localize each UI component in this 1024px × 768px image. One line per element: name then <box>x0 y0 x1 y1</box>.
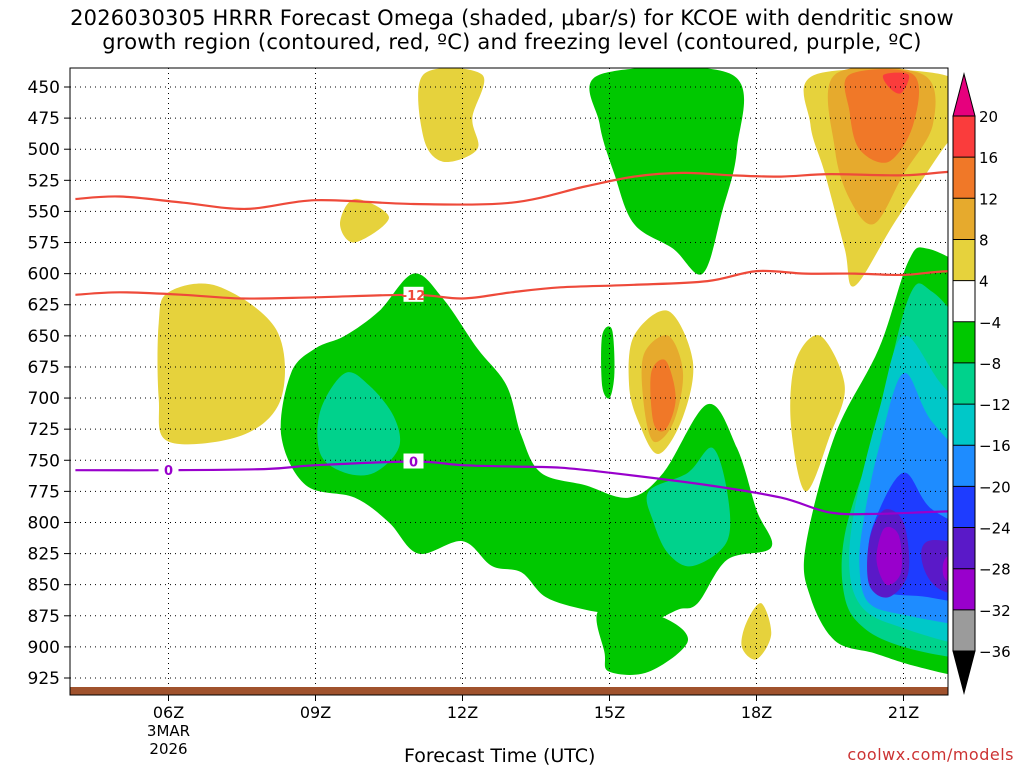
chart-title: 2026030305 HRRR Forecast Omega (shaded, … <box>0 6 1024 54</box>
y-tick-label: 525 <box>28 171 60 191</box>
y-tick-label: 875 <box>28 607 60 627</box>
credit-link[interactable]: coolwx.com/models <box>847 745 1014 764</box>
colorbar-band <box>953 527 975 570</box>
colorbar-label: −32 <box>979 602 1011 620</box>
colorbar-band <box>953 280 975 323</box>
contour-label-bg <box>403 453 424 469</box>
y-tick-label: 600 <box>28 265 60 285</box>
omega-region-neg4 <box>596 607 689 675</box>
colorbar-over-arrow <box>952 72 976 117</box>
colorbar-band <box>953 404 975 446</box>
omega-region-neg4 <box>280 273 773 623</box>
colorbar-band <box>953 198 975 240</box>
contour-label: -12 <box>402 289 426 304</box>
omega-region-neg8 <box>317 372 401 476</box>
omega-region-pos12 <box>650 359 676 432</box>
omega-region-neg4 <box>589 68 745 275</box>
chart-title-line1: 2026030305 HRRR Forecast Omega (shaded, … <box>70 6 954 30</box>
y-tick-label: 450 <box>28 78 60 98</box>
colorbar-band <box>953 609 975 652</box>
x-tick-label: 21Z <box>888 703 919 722</box>
x-tick-label: 12Z <box>447 703 478 722</box>
contour-label-bg <box>403 286 424 302</box>
dgz-contour <box>75 269 948 300</box>
y-tick-label: 850 <box>28 576 60 596</box>
contour-label-bg <box>158 462 179 478</box>
y-tick-label: 550 <box>28 202 60 222</box>
x-tick-label: 15Z <box>594 703 625 722</box>
colorbar-band <box>953 321 975 364</box>
y-tick-label: 475 <box>28 109 60 129</box>
colorbar-band <box>953 239 975 282</box>
x-tick-label: 09Z <box>300 703 331 722</box>
omega-region-pos4 <box>741 603 772 660</box>
y-tick-label: 925 <box>28 669 60 689</box>
y-tick-label: 650 <box>28 327 60 347</box>
x-tick-date: 3MAR <box>147 722 190 740</box>
colorbar-band <box>953 362 975 405</box>
contour-label: 0 <box>164 464 173 479</box>
colorbar-label: −8 <box>979 355 1001 373</box>
x-tick-year: 2026 <box>149 740 187 758</box>
colorbar-label: −16 <box>979 437 1011 455</box>
omega-region-neg24 <box>921 540 948 593</box>
y-tick-label: 725 <box>28 420 60 440</box>
colorbar-label: 4 <box>979 273 989 291</box>
colorbar-label: −28 <box>979 561 1011 579</box>
x-tick-label: 18Z <box>741 703 772 722</box>
colorbar-label: 12 <box>979 190 998 208</box>
omega-region-neg4 <box>601 326 615 399</box>
colorbar-under-arrow <box>952 650 976 695</box>
colorbar-label: −24 <box>979 520 1011 538</box>
omega-region-pos4 <box>340 198 389 243</box>
plot-frame <box>69 67 949 696</box>
colorbar-label: 20 <box>979 108 998 126</box>
omega-region-pos4 <box>790 335 845 492</box>
colorbar-band <box>953 116 975 158</box>
x-tick-label: 06Z <box>153 703 184 722</box>
colorbar-band <box>953 157 975 199</box>
ground-strip <box>70 687 948 695</box>
colorbar-label: −36 <box>979 643 1011 661</box>
colorbar-band <box>953 568 975 611</box>
omega-region-neg28 <box>942 555 948 582</box>
colorbar-band <box>953 445 975 487</box>
y-tick-label: 575 <box>28 234 60 254</box>
y-tick-label: 825 <box>28 545 60 565</box>
colorbar-label: −4 <box>979 314 1001 332</box>
y-tick-label: 700 <box>28 389 60 409</box>
y-tick-label: 900 <box>28 638 60 658</box>
omega-region-neg8 <box>646 447 731 567</box>
colorbar-band <box>953 486 975 529</box>
y-tick-label: 500 <box>28 140 60 160</box>
y-tick-label: 800 <box>28 513 60 533</box>
colorbar-label: 16 <box>979 149 998 167</box>
y-tick-label: 775 <box>28 482 60 502</box>
y-tick-label: 625 <box>28 296 60 316</box>
freezing-level-contour <box>75 460 948 516</box>
y-tick-label: 675 <box>28 358 60 378</box>
colorbar-label: −20 <box>979 478 1011 496</box>
contour-label: 0 <box>409 456 418 471</box>
x-axis-label: Forecast Time (UTC) <box>404 745 596 767</box>
chart-title-line2: growth region (contoured, red, ºC) and f… <box>102 30 922 54</box>
omega-region-neg28 <box>876 526 902 586</box>
dgz-contour <box>75 170 948 211</box>
omega-region-pos4 <box>157 283 286 445</box>
omega-region-pos4 <box>418 68 485 163</box>
y-tick-label: 750 <box>28 451 60 471</box>
omega-region-pos16 <box>882 72 910 94</box>
colorbar-label: −12 <box>979 396 1011 414</box>
colorbar-label: 8 <box>979 231 989 249</box>
